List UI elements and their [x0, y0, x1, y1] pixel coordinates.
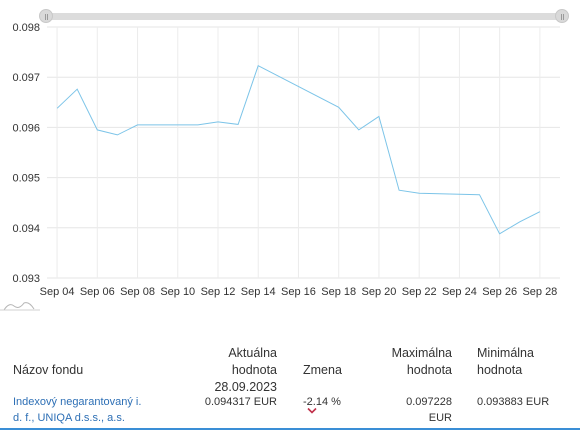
x-tick-label: Sep 10	[160, 286, 195, 298]
range-selector-track[interactable]	[46, 13, 562, 20]
x-tick-label: Sep 22	[402, 286, 437, 298]
series-line	[56, 64, 541, 235]
x-tick-label: Sep 26	[482, 286, 517, 298]
y-tick-label: 0.094	[12, 223, 40, 235]
x-axis-ticks: Sep 04 Sep 06 Sep 08 Sep 10 Sep 12 Sep 14 Sep …	[40, 286, 558, 298]
range-handle-left[interactable]	[39, 9, 53, 23]
header-current-value-line1: Aktuálna hodnota	[228, 346, 277, 377]
header-min-line2: hodnota	[477, 363, 523, 377]
x-tick-label: Sep 06	[80, 286, 115, 298]
y-tick-label: 0.097	[12, 72, 40, 84]
fund-name-link[interactable]: Indexový negarantovaný i. d. f., UNIQA d…	[13, 394, 141, 426]
chevron-down-icon[interactable]	[307, 407, 317, 415]
header-change: Zmena	[303, 363, 342, 377]
y-tick-label: 0.098	[12, 22, 40, 34]
fund-name-line2[interactable]: d. f., UNIQA d.s.s., a.s.	[13, 412, 125, 424]
chart-grid	[47, 26, 560, 279]
header-fund-name: Názov fondu	[13, 363, 84, 377]
header-min: Minimálna hodnota	[477, 345, 534, 379]
x-tick-label: Sep 16	[281, 286, 316, 298]
min-value: 0.093883 EUR	[477, 396, 550, 408]
x-tick-label: Sep 28	[522, 286, 557, 298]
x-tick-label: Sep 04	[40, 286, 75, 298]
header-min-line1: Minimálna	[477, 346, 534, 360]
x-tick-label: Sep 08	[120, 286, 155, 298]
current-value: 0.094317 EUR	[204, 396, 277, 408]
x-tick-label: Sep 20	[362, 286, 397, 298]
range-handle-right[interactable]	[555, 9, 569, 23]
table-row-border	[0, 428, 580, 430]
y-tick-label: 0.095	[12, 173, 40, 185]
y-tick-label: 0.096	[12, 122, 40, 134]
header-max-line1: Maximálna	[391, 346, 452, 360]
x-tick-label: Sep 24	[442, 286, 477, 298]
x-tick-label: Sep 12	[201, 286, 236, 298]
fund-name-line1[interactable]: Indexový negarantovaný i.	[13, 396, 142, 408]
header-current-value: Aktuálna hodnota 28.09.2023	[180, 345, 277, 396]
x-tick-label: Sep 18	[321, 286, 356, 298]
navigator-preview	[0, 302, 40, 311]
header-current-value-date: 28.09.2023	[214, 380, 277, 394]
y-tick-label: 0.093	[12, 273, 40, 285]
header-max: Maximálna hodnota	[380, 345, 452, 379]
x-tick-label: Sep 14	[241, 286, 276, 298]
y-axis-ticks: 0.093 0.094 0.095 0.096 0.097 0.098	[12, 22, 40, 285]
change-value: -2.14 %	[303, 396, 341, 408]
header-max-line2: hodnota	[406, 363, 452, 377]
max-value: 0.097228 EUR	[406, 396, 452, 424]
